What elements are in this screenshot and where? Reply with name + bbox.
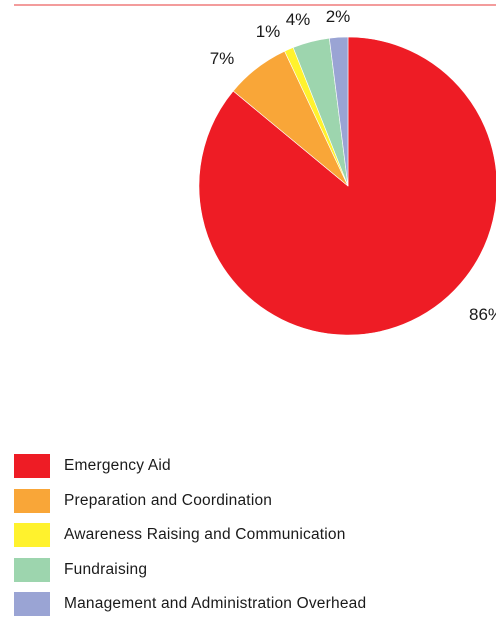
- pie-value-label-emergency-aid: 86%: [469, 305, 496, 324]
- legend-label: Fundraising: [64, 560, 148, 578]
- chart-legend: Emergency Aid Preparation and Coordinati…: [14, 453, 366, 626]
- pie-value-label-management-and-administration-overhead: 2%: [326, 7, 351, 26]
- legend-item-emergency-aid: Emergency Aid: [14, 453, 366, 479]
- legend-label: Awareness Raising and Communication: [64, 526, 346, 543]
- pie-value-label-awareness-raising-and-communication: 1%: [256, 22, 281, 41]
- pie-value-label-preparation-and-coordination: 7%: [210, 49, 235, 68]
- legend-item-fundraising: Fundraising: [14, 557, 366, 583]
- pie-value-label-fundraising: 4%: [286, 10, 311, 29]
- legend-label: Management and Administration Overhead: [64, 595, 367, 612]
- legend-item-preparation: Preparation and Coordination: [14, 488, 366, 514]
- legend-swatch: [14, 488, 50, 513]
- legend-swatch: [14, 523, 50, 547]
- legend-label: Preparation and Coordination: [64, 491, 273, 509]
- pie-slices: [198, 36, 496, 336]
- legend-item-management: Management and Administration Overhead: [14, 591, 366, 617]
- legend-item-awareness: Awareness Raising and Communication: [14, 522, 366, 548]
- legend-swatch: [14, 592, 50, 616]
- top-rule: [14, 4, 496, 6]
- pie-chart: 86% 7% 1% 4% 2%: [198, 7, 496, 336]
- legend-swatch: [14, 557, 50, 582]
- legend-label: Emergency Aid: [64, 457, 171, 474]
- pie-value-labels: 86% 7% 1% 4% 2%: [210, 7, 496, 324]
- pie-slice-management-and-administration-overhead: [328, 36, 349, 187]
- legend-swatch: [14, 454, 50, 478]
